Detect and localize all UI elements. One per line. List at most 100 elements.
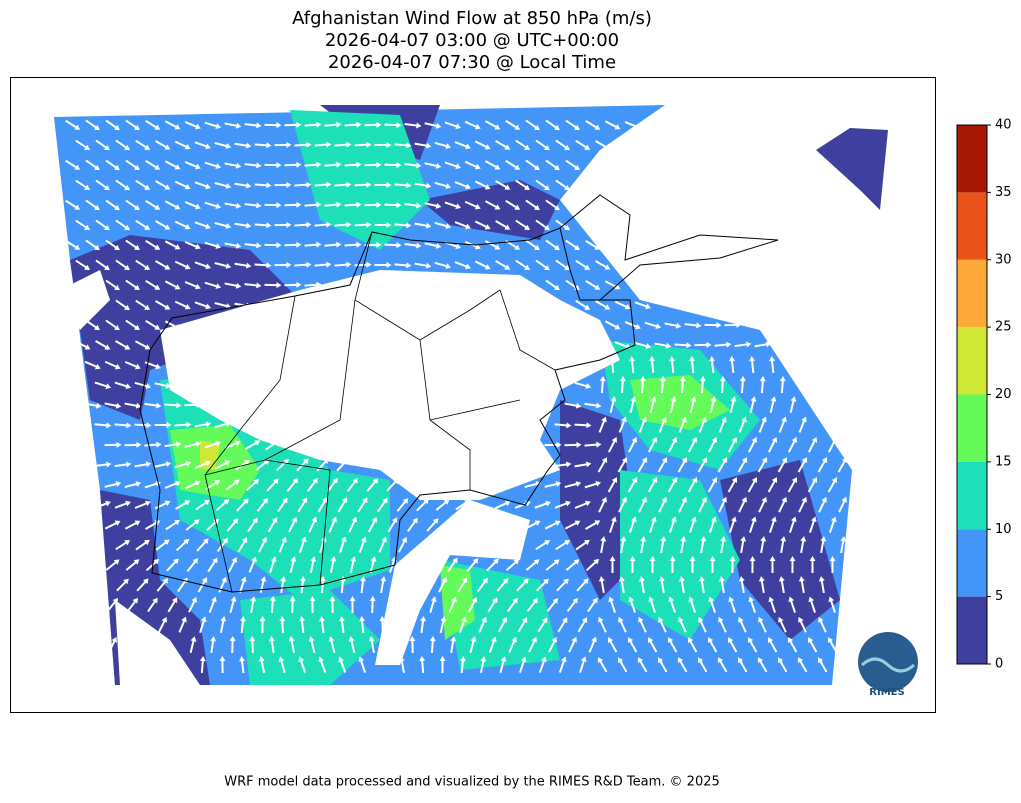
wind-arrow [545,239,560,251]
wind-arrow [545,279,560,291]
wind-arrow [525,199,540,211]
wind-arrow [434,221,452,229]
wind-arrow [174,421,192,428]
wind-arrow [728,516,737,533]
wind-arrow [709,556,716,574]
wind-arrow [818,576,825,594]
wind-arrow [374,222,392,229]
wind-arrow [145,239,161,250]
wind-arrow [264,122,282,129]
wind-arrow [535,540,551,551]
wind-arrow [279,616,286,634]
wind-arrow [294,141,312,148]
wind-arrow [164,120,181,130]
wind-arrow [95,259,110,271]
wind-arrow [829,556,836,574]
wind-arrow [487,597,498,613]
wind-arrow [789,556,796,574]
wind-arrow [668,596,676,613]
wind-arrow [738,576,745,594]
wind-arrow [274,141,292,148]
wind-arrow [544,481,562,488]
wind-arrow [134,461,152,468]
wind-arrow [718,416,727,433]
wind-arrow [294,181,312,188]
no-data-area [375,500,530,665]
wind-arrow [565,239,580,251]
wind-arrow [184,161,201,170]
wind-arrow [707,637,718,653]
wind-arrow [450,636,457,654]
wind-arrow [517,617,528,633]
wind-arrow [189,636,197,654]
wind-arrow [334,141,352,148]
wind-arrow [336,458,349,472]
colorbar-tick-label: 10 [995,522,1012,537]
wind-arrow [604,280,621,290]
wind-arrow [689,356,696,374]
wind-arrow [414,222,432,229]
wind-arrow [698,416,707,433]
wind-arrow [485,240,501,250]
wind-arrow [536,578,549,592]
wind-arrow [627,477,638,493]
wind-arrow [304,201,322,208]
wind-arrow [105,319,120,331]
wind-arrow [534,500,551,509]
wind-arrow [647,477,658,493]
wind-arrow [584,441,602,448]
wind-arrow [467,597,478,613]
wind-arrow [600,536,607,554]
wind-arrow [780,536,787,554]
wind-arrow [657,457,668,473]
wind-arrow [515,139,531,150]
wind-arrow [384,122,402,129]
wind-arrow [85,199,100,211]
wind-arrow [105,199,120,211]
wind-arrow [609,396,617,414]
wind-arrow [186,557,199,572]
wind-arrow [194,261,211,270]
wind-arrow [709,356,716,374]
wind-arrow [629,396,637,414]
wind-arrow [678,496,687,513]
wind-arrow [284,161,302,168]
wind-arrow [84,402,102,409]
wind-arrow [136,578,149,592]
wind-arrow [317,497,328,513]
wind-arrow [104,402,122,409]
wind-arrow [434,261,452,269]
wind-arrow [264,162,282,169]
wind-arrow [219,656,226,674]
wind-arrow [134,340,151,350]
wind-arrow [309,596,316,614]
wind-arrow [224,242,242,249]
wind-arrow [734,341,752,348]
wind-arrow [558,656,567,673]
domain-ne [816,128,888,210]
wind-arrow [678,616,687,633]
wind-arrow [435,499,450,511]
wind-arrow [727,436,737,453]
wind-arrow [546,597,559,612]
wind-arrow [525,239,540,251]
wind-arrow [229,596,237,613]
wind-arrow [165,519,180,531]
wind-arrow [519,656,527,673]
wind-arrow [145,319,161,330]
wind-arrow [778,416,787,433]
wind-arrow [397,537,408,553]
wind-arrow [624,121,641,130]
wind-arrow [798,416,807,433]
wind-arrow [757,457,768,473]
wind-arrow [574,381,592,389]
wind-arrow [185,519,200,531]
wind-arrow [105,279,120,291]
wind-arrow [585,558,600,572]
wind-arrow [318,656,327,673]
wind-arrow [789,396,797,414]
wind-arrow [145,279,161,290]
wind-arrow [304,121,322,128]
wind-arrow [548,636,557,653]
wind-arrow [424,242,442,249]
